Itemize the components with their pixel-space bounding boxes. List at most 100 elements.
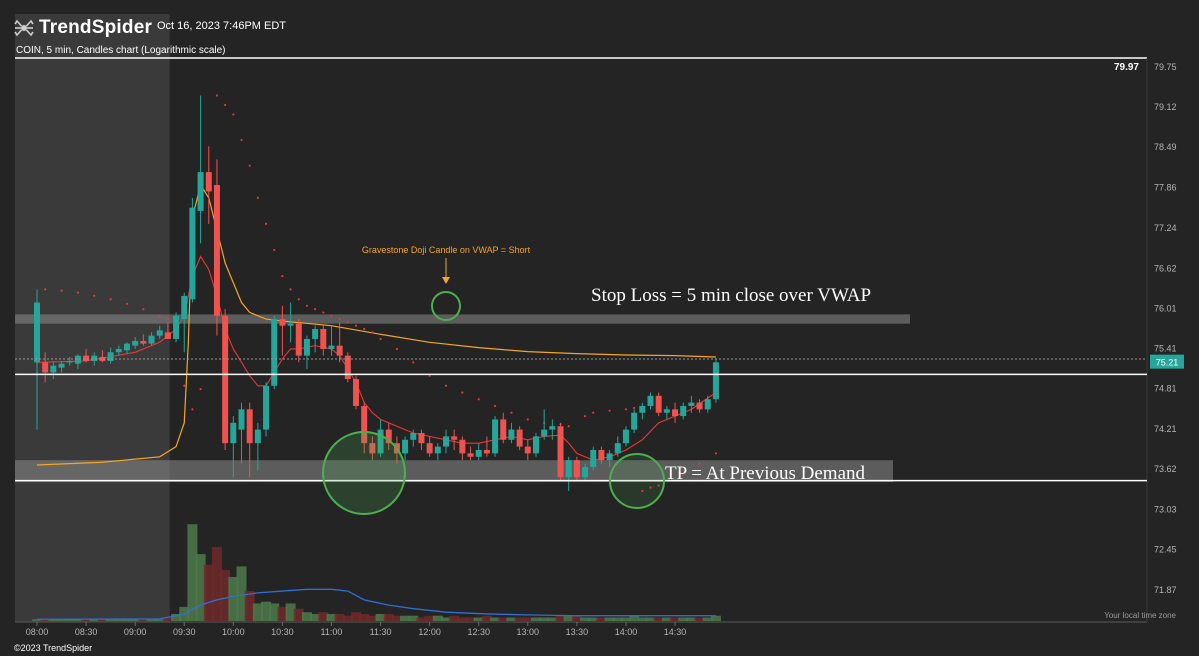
psar-dot bbox=[493, 404, 497, 408]
bear-candle bbox=[42, 362, 49, 373]
psar-dot bbox=[567, 425, 570, 428]
copyright: ©2023 TrendSpider bbox=[14, 643, 93, 653]
psar-dot bbox=[510, 411, 513, 414]
bull-candle bbox=[443, 436, 449, 447]
volume-bar bbox=[203, 564, 214, 621]
volume-bar bbox=[588, 617, 599, 621]
bear-candle bbox=[418, 433, 425, 444]
highlight-circles bbox=[322, 291, 665, 515]
bear-candle bbox=[99, 356, 106, 361]
volume-bar bbox=[40, 619, 51, 621]
volume-bar bbox=[686, 617, 697, 621]
x-tick-label: 12:00 bbox=[418, 627, 441, 637]
volume-bar bbox=[195, 554, 206, 621]
bear-candle bbox=[320, 329, 327, 349]
y-tick-label: 77.24 bbox=[1154, 223, 1177, 233]
bull-candle bbox=[238, 409, 245, 430]
volume-bar bbox=[710, 615, 721, 621]
bear-candle bbox=[164, 332, 171, 339]
y-tick-label: 71.87 bbox=[1154, 585, 1177, 595]
psar-dot bbox=[322, 311, 325, 314]
volume-bar bbox=[220, 569, 231, 621]
volume-bar bbox=[498, 617, 509, 621]
local-time-note: Your local time zone bbox=[1104, 611, 1176, 620]
bull-candle bbox=[132, 340, 139, 346]
bull-candle bbox=[614, 443, 621, 454]
bull-candle bbox=[434, 446, 441, 454]
bull-candle bbox=[402, 439, 409, 454]
psar-dot bbox=[371, 331, 374, 334]
x-tick-label: 12:30 bbox=[467, 627, 490, 637]
x-tick-label: 09:00 bbox=[124, 627, 147, 637]
volume-bar bbox=[400, 615, 411, 621]
volume-bar bbox=[670, 617, 681, 621]
bear-candle bbox=[672, 409, 679, 417]
bear-candle bbox=[483, 449, 490, 454]
last-price-badge bbox=[1150, 354, 1184, 369]
volume-bar bbox=[563, 615, 574, 621]
volume-bar bbox=[441, 617, 451, 621]
psar-dot bbox=[281, 275, 284, 278]
psar-dot bbox=[183, 384, 186, 387]
x-tick-label: 11:30 bbox=[370, 627, 392, 637]
psar-dot bbox=[649, 486, 652, 489]
volume-bar bbox=[645, 617, 656, 621]
take-profit-circle bbox=[609, 453, 665, 509]
volume-bar bbox=[187, 524, 198, 621]
volume-bars bbox=[32, 524, 721, 621]
bull-candle bbox=[287, 323, 294, 326]
psar-dot bbox=[682, 472, 685, 475]
volume-bar bbox=[367, 615, 378, 621]
candles bbox=[34, 95, 719, 491]
y-tick-label: 74.81 bbox=[1154, 383, 1177, 393]
psar-dot bbox=[428, 374, 431, 377]
chart-datetime: Oct 16, 2023 7:46PM EDT bbox=[157, 20, 287, 32]
bear-candle bbox=[426, 443, 433, 454]
volume-bar bbox=[236, 566, 247, 621]
volume-bar bbox=[539, 617, 550, 621]
psar-dot bbox=[248, 164, 251, 167]
y-tick-label: 73.62 bbox=[1154, 464, 1177, 474]
psar-dot bbox=[264, 222, 268, 225]
volume-bar bbox=[113, 619, 124, 621]
volume-bar bbox=[637, 617, 648, 621]
volume-bar bbox=[89, 619, 100, 621]
volume-bar bbox=[620, 617, 631, 621]
bull-candle bbox=[712, 362, 719, 400]
volume-bar bbox=[629, 615, 640, 621]
chart-frame bbox=[15, 57, 1148, 623]
bear-candle bbox=[385, 429, 392, 444]
volume-bar bbox=[81, 619, 92, 621]
volume-bar bbox=[473, 617, 484, 621]
psar-dot bbox=[354, 324, 358, 327]
volume-bar bbox=[56, 619, 67, 621]
parabolic-sar-dots bbox=[44, 94, 718, 493]
bull-candle bbox=[541, 429, 548, 437]
bear-candle bbox=[246, 409, 253, 444]
bear-candle bbox=[459, 439, 466, 454]
volume-bar bbox=[146, 619, 157, 621]
bull-candle bbox=[303, 338, 310, 356]
bear-candle bbox=[353, 379, 360, 406]
psar-dot bbox=[477, 398, 480, 401]
high-price-label: 79.97 bbox=[1114, 62, 1139, 73]
spider-icon bbox=[14, 19, 34, 37]
doji-highlight-circle bbox=[431, 291, 461, 321]
bear-candle bbox=[336, 345, 343, 356]
bull-candle bbox=[197, 172, 204, 211]
volume-bar bbox=[64, 619, 75, 621]
bear-candle bbox=[369, 443, 376, 454]
bear-candle bbox=[279, 319, 286, 326]
bull-candle bbox=[663, 409, 670, 413]
volume-bar bbox=[506, 617, 517, 621]
volume-bar bbox=[97, 619, 108, 621]
bear-candle bbox=[467, 453, 474, 457]
price-levels bbox=[15, 358, 1147, 482]
bear-candle bbox=[140, 340, 147, 344]
volume-bar bbox=[694, 617, 705, 621]
bull-candle bbox=[475, 449, 482, 457]
doji-arrow-head bbox=[442, 277, 450, 284]
bull-candle bbox=[50, 365, 57, 373]
volume-bar bbox=[252, 603, 263, 621]
